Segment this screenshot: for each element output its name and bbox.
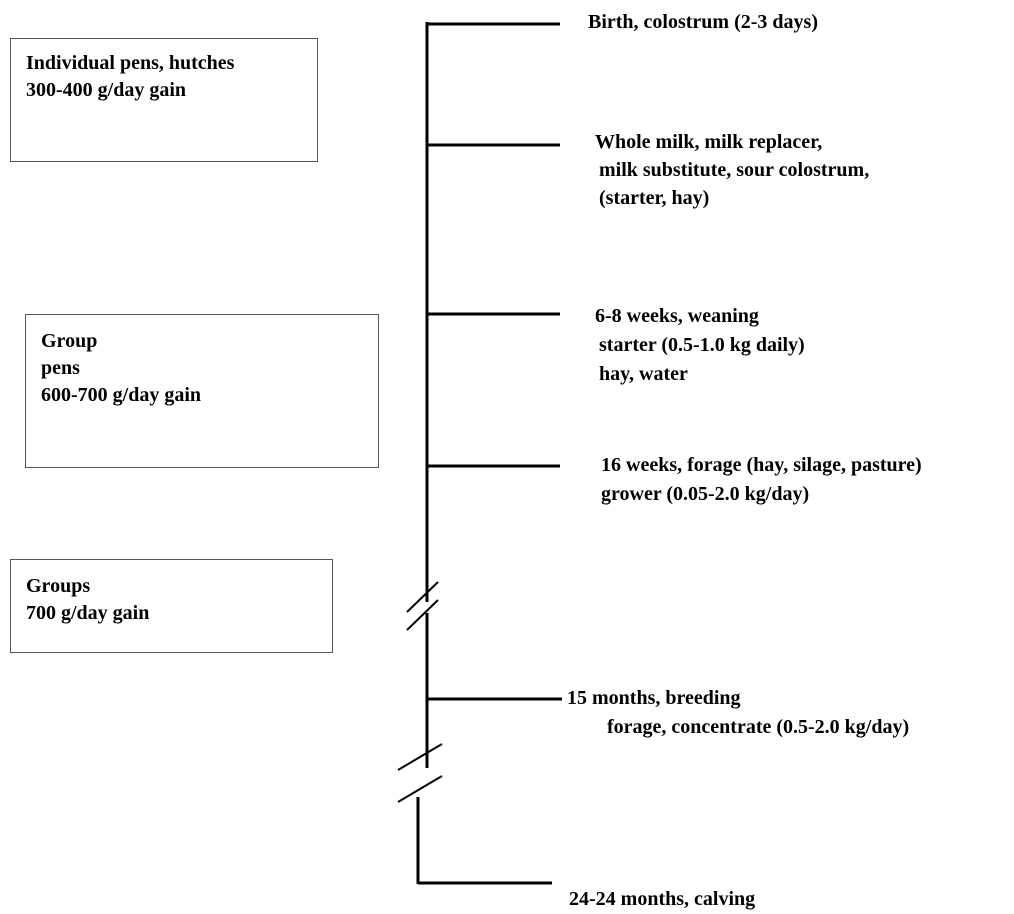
milestone-weaning-line-3: hay, water: [599, 363, 688, 385]
axis-break-mark-1a: [406, 581, 439, 613]
milestone-milk-line-2: milk substitute, sour colostrum,: [599, 159, 870, 181]
box-individual-pens-line-1: Individual pens, hutches: [26, 52, 235, 74]
milestone-weaning-line-2: starter (0.5-1.0 kg daily): [599, 334, 805, 356]
milestone-milk-line-3: (starter, hay): [599, 187, 710, 209]
box-group-pens: Group pens 600-700 g/day gain: [25, 314, 379, 468]
axis-break-mark-2a: [397, 743, 443, 771]
milestone-16-weeks-line-1: 16 weeks, forage (hay, silage, pasture): [601, 454, 922, 476]
milestone-calving-line-1: 24-24 months, calving: [569, 888, 756, 910]
axis-break-mark-2b: [397, 775, 443, 803]
box-individual-pens: Individual pens, hutches 300-400 g/day g…: [10, 38, 318, 162]
box-group-pens-line-3: 600-700 g/day gain: [41, 384, 202, 406]
box-groups-line-1: Groups: [26, 575, 91, 597]
milestone-15-months-line-2: forage, concentrate (0.5-2.0 kg/day): [607, 716, 910, 738]
box-group-pens-line-1: Group: [41, 330, 98, 352]
box-groups-line-2: 700 g/day gain: [26, 602, 150, 624]
milestone-15-months-line-1: 15 months, breeding: [567, 687, 741, 709]
milestone-birth-line-1: Birth, colostrum (2-3 days): [588, 11, 818, 33]
box-group-pens-line-2: pens: [41, 357, 80, 379]
box-groups: Groups 700 g/day gain: [10, 559, 333, 653]
milestone-weaning-line-1: 6-8 weeks, weaning: [595, 305, 759, 327]
milestone-16-weeks-line-2: grower (0.05-2.0 kg/day): [601, 483, 810, 505]
milestone-milk-line-1: Whole milk, milk replacer,: [595, 131, 823, 153]
axis-break-mark-1b: [406, 599, 439, 631]
box-individual-pens-line-2: 300-400 g/day gain: [26, 79, 187, 101]
